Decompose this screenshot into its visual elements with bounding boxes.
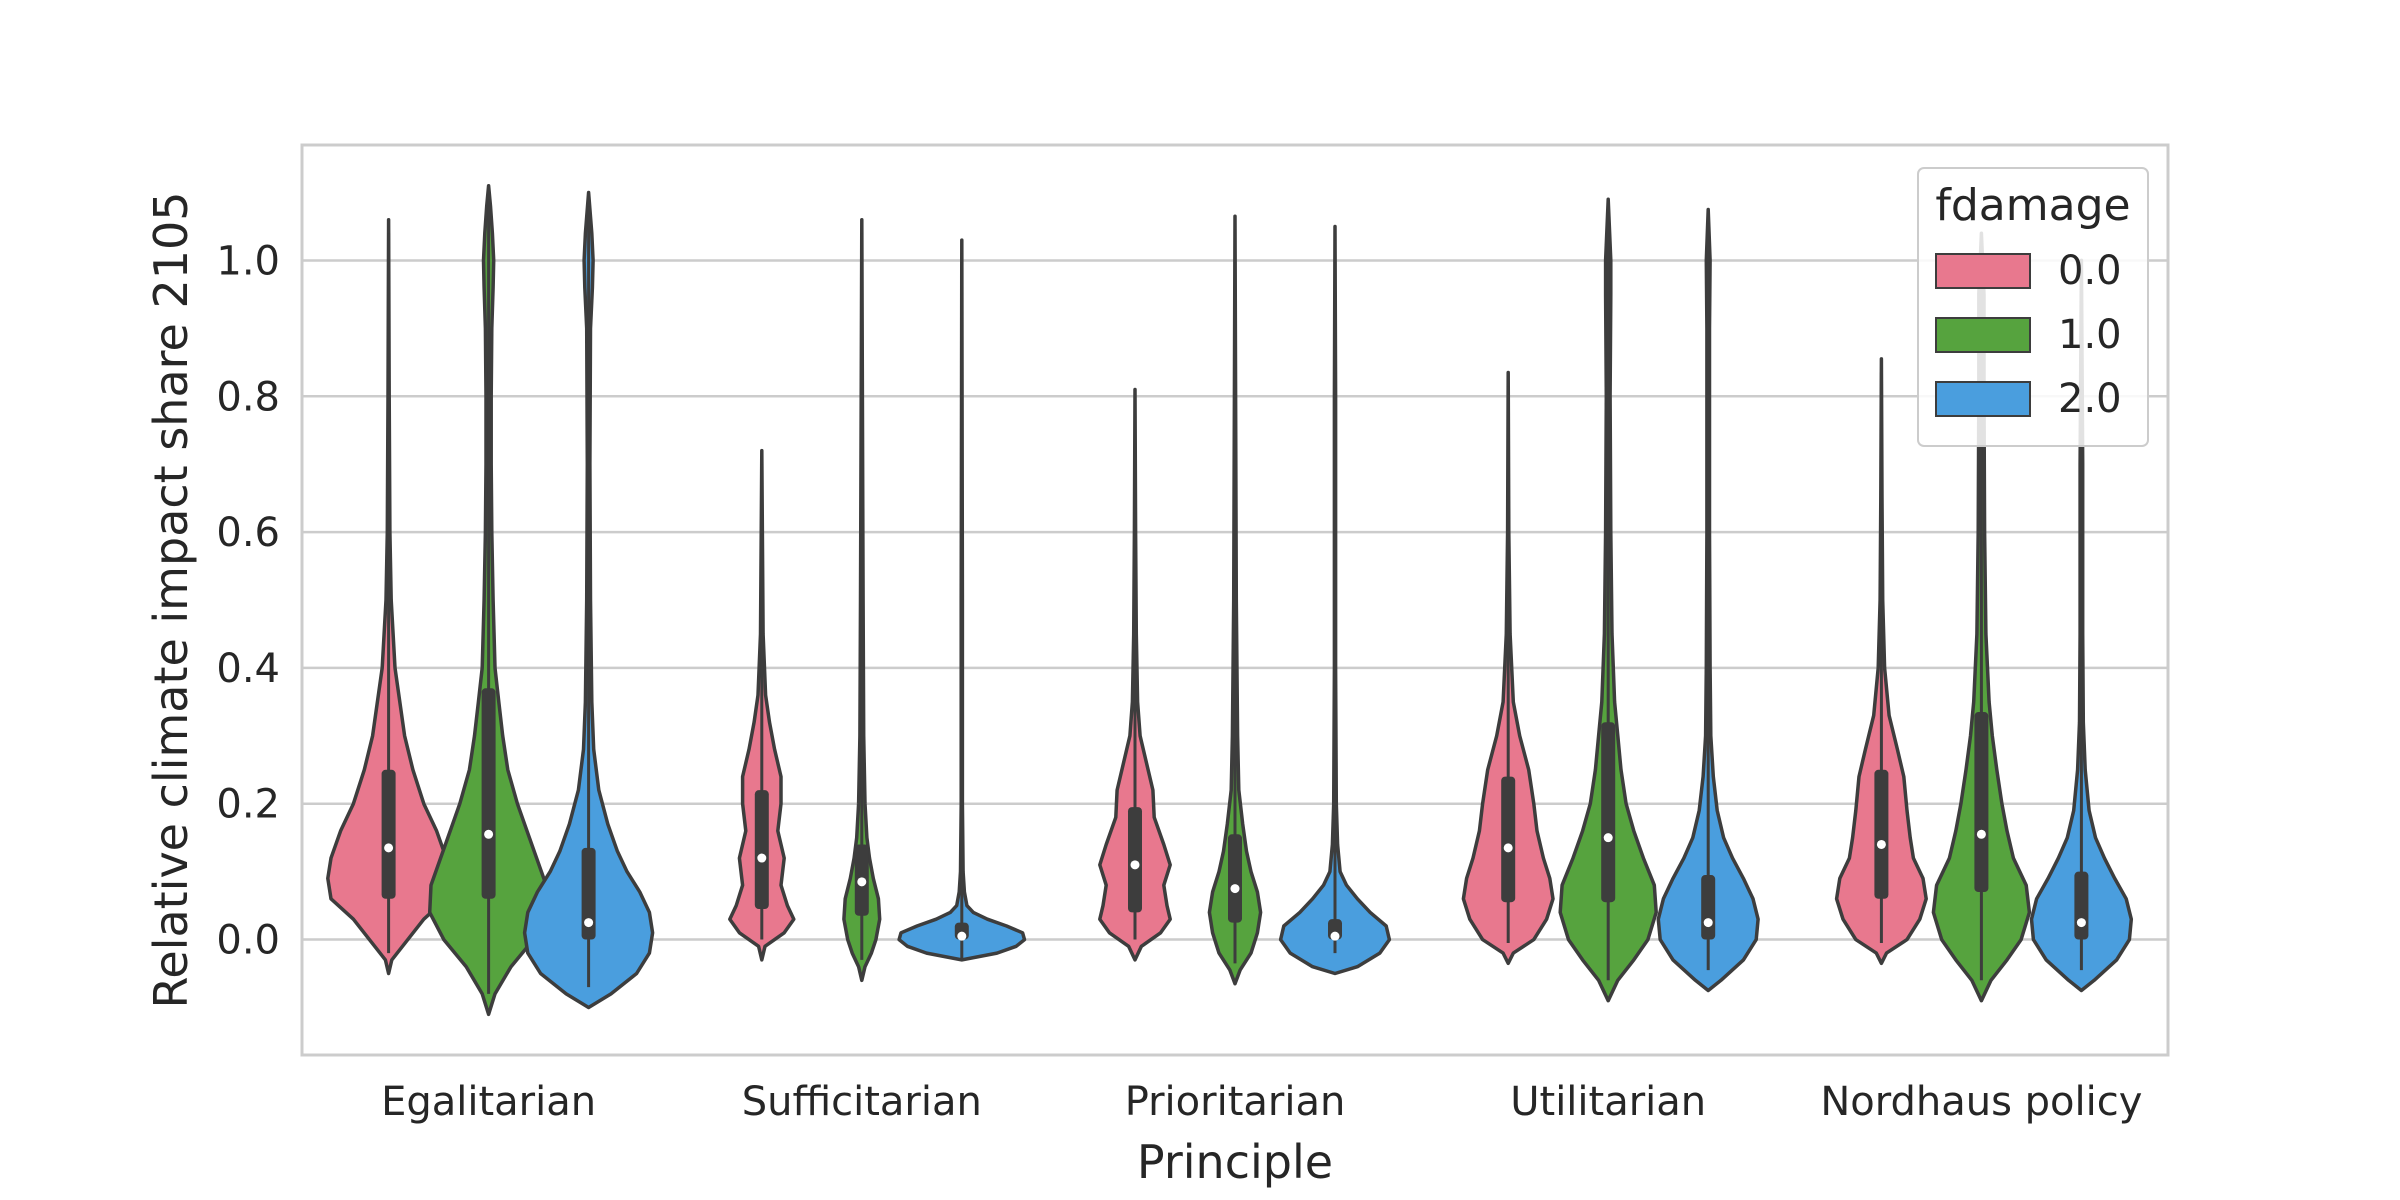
x-axis-label: Principle (1137, 1135, 1333, 1189)
violin-nordhaus-policy-fdamage-0-0 (1834, 357, 1928, 966)
x-tick-label: Prioritarian (1125, 1079, 1346, 1125)
violin-median-dot (1976, 829, 1986, 839)
violin-iqr-box (1128, 807, 1142, 913)
y-axis-label: Relative climate impact share 2105 (144, 191, 198, 1008)
legend-box (1917, 167, 2149, 447)
violin-iqr-box (1228, 834, 1242, 923)
y-tick-label: 0.8 (216, 374, 280, 420)
violin-iqr-box (381, 769, 396, 899)
violin-median-dot (857, 877, 867, 887)
legend-swatch (1935, 253, 2031, 289)
violin-median-dot (584, 918, 594, 928)
violin-median-dot (384, 843, 394, 853)
violin-median-dot (2076, 918, 2086, 928)
y-tick-label: 0.4 (216, 646, 280, 692)
violin-egalitarian-fdamage-2-0 (522, 190, 655, 1010)
violin-utilitarian-fdamage-0-0 (1461, 370, 1555, 966)
violin-sufficitarian-fdamage-0-0 (728, 448, 796, 962)
legend: fdamage 0.0 1.0 2.0 (1917, 167, 2149, 447)
y-tick-label: 0.2 (216, 782, 280, 828)
violin-median-dot (1703, 918, 1713, 928)
legend-label: 1.0 (2058, 312, 2122, 358)
violin-median-dot (484, 829, 494, 839)
violin-nordhaus-policy-fdamage-2-0 (2029, 258, 2134, 993)
violin-median-dot (1503, 843, 1513, 853)
violin-egalitarian-fdamage-1-0 (427, 183, 550, 1017)
violin-sufficitarian-fdamage-2-0 (897, 238, 1027, 962)
plot-frame (300, 143, 2170, 1057)
y-tick-label: 0.6 (216, 510, 280, 556)
y-tick-label: 1.0 (216, 238, 280, 284)
y-tick-label: 0.0 (216, 918, 280, 964)
violin-median-dot (957, 931, 967, 941)
violin-median-dot (1230, 884, 1240, 894)
violin-iqr-box (581, 847, 596, 940)
violin-median-dot (1330, 931, 1340, 941)
x-tick-label: Egalitarian (381, 1079, 596, 1125)
violin-median-dot (1130, 860, 1140, 870)
legend-swatch (1935, 317, 2031, 353)
x-tick-label: Nordhaus policy (1820, 1079, 2142, 1125)
legend-label: 0.0 (2058, 248, 2122, 294)
violin-utilitarian-fdamage-2-0 (1656, 207, 1760, 993)
violin-utilitarian-fdamage-1-0 (1558, 197, 1658, 1003)
legend-title: fdamage (1935, 180, 2130, 231)
legend-items: 0.0 1.0 2.0 (1935, 248, 2122, 422)
violin-prioritarian-fdamage-1-0 (1207, 214, 1263, 986)
x-tick-label: Sufficitarian (742, 1079, 982, 1125)
legend-swatch (1935, 381, 2031, 417)
y-tick-labels: 0.0 0.2 0.4 0.6 0.8 1.0 (216, 238, 280, 963)
violin-prioritarian-fdamage-2-0 (1278, 224, 1392, 976)
violin-iqr-box (1601, 722, 1616, 903)
violin-iqr-box (1501, 776, 1516, 903)
violin-iqr-box (2074, 871, 2089, 940)
x-tick-label: Utilitarian (1510, 1079, 1706, 1125)
violin-iqr-box (1701, 875, 1716, 940)
violin-sufficitarian-fdamage-1-0 (842, 217, 882, 983)
violin-iqr-box (1974, 712, 1989, 893)
violin-median-dot (1876, 839, 1886, 849)
violin-iqr-box (481, 688, 496, 899)
violins (326, 183, 2134, 1017)
violin-prioritarian-fdamage-0-0 (1098, 387, 1172, 962)
violin-iqr-box (1874, 769, 1889, 899)
violin-iqr-box (754, 790, 769, 909)
violin-median-dot (1603, 833, 1613, 843)
violin-median-dot (757, 853, 767, 863)
legend-label: 2.0 (2058, 376, 2122, 422)
x-tick-labels: Egalitarian Sufficitarian Prioritarian Util… (381, 1079, 2142, 1125)
